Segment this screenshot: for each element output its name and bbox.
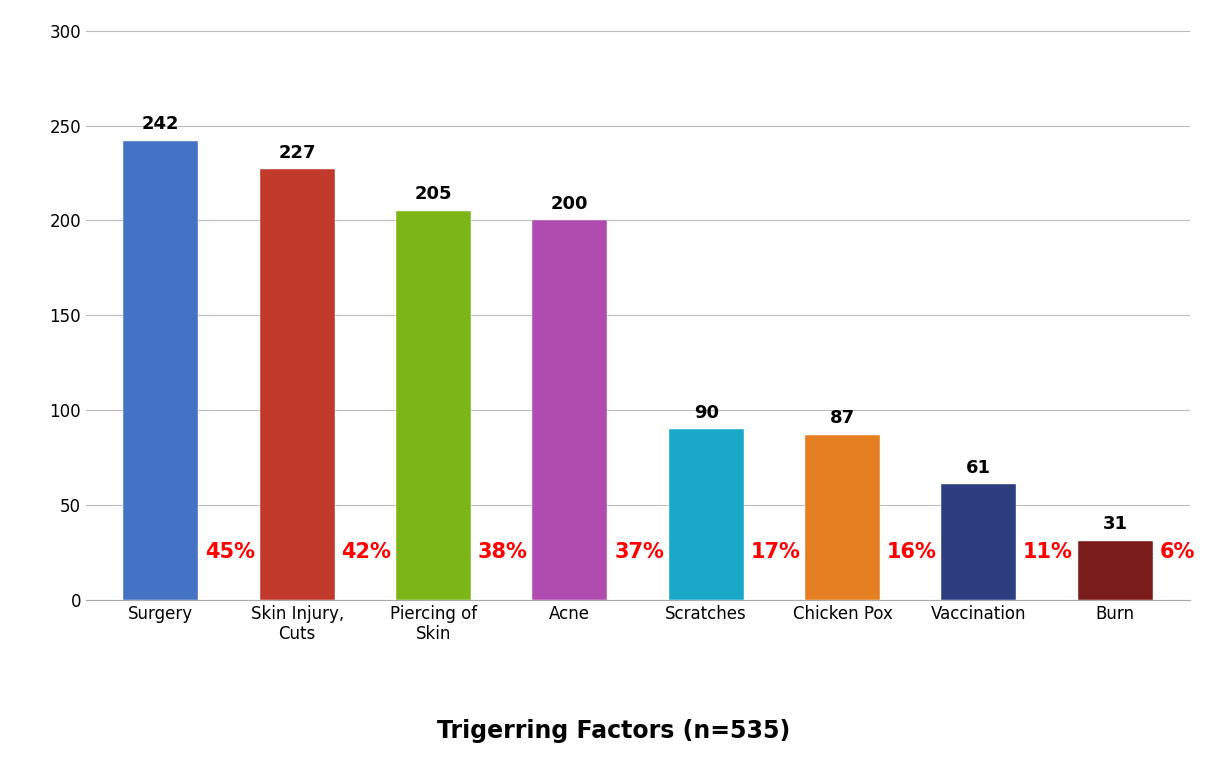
Bar <box>124 141 199 600</box>
Text: 6%: 6% <box>1160 542 1195 562</box>
Text: 11%: 11% <box>1023 542 1074 562</box>
Text: Trigerring Factors (n=535): Trigerring Factors (n=535) <box>437 718 790 743</box>
Text: 200: 200 <box>551 195 589 213</box>
Text: 31: 31 <box>1103 515 1128 534</box>
Text: 16%: 16% <box>887 542 936 562</box>
Text: 61: 61 <box>967 458 991 477</box>
Bar <box>669 429 744 600</box>
Bar <box>941 484 1016 600</box>
Bar <box>533 221 607 600</box>
Text: 17%: 17% <box>751 542 800 562</box>
Text: 45%: 45% <box>205 542 255 562</box>
Bar <box>805 434 880 600</box>
Text: 38%: 38% <box>477 542 528 562</box>
Text: 242: 242 <box>142 115 179 133</box>
Text: 90: 90 <box>693 404 719 421</box>
Text: 205: 205 <box>415 185 453 203</box>
Bar <box>1077 541 1152 600</box>
Bar <box>396 211 471 600</box>
Text: 87: 87 <box>829 409 855 428</box>
Text: 42%: 42% <box>341 542 391 562</box>
Bar <box>260 169 335 600</box>
Text: 37%: 37% <box>615 542 664 562</box>
Text: 227: 227 <box>279 144 317 161</box>
